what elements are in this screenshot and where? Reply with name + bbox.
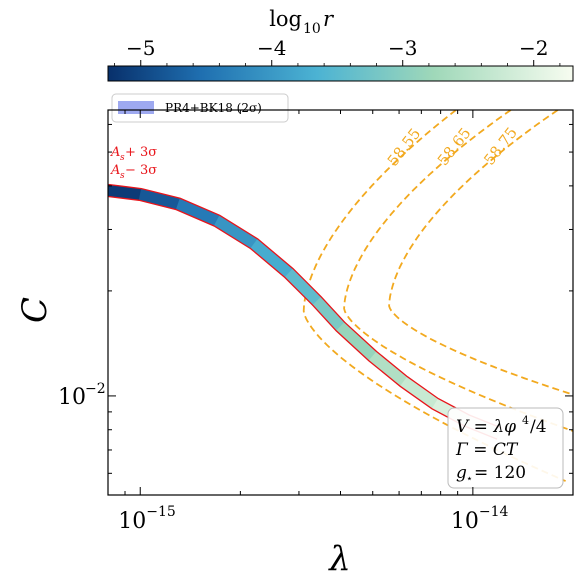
svg-text:A: A: [110, 163, 120, 178]
svg-text:+ 3σ: + 3σ: [125, 145, 157, 160]
colorbar-tick-label: −5: [126, 36, 155, 60]
x-axis-ticks: 10 −15 10 −14: [107, 110, 574, 534]
as-upper-label: A s + 3σ: [110, 145, 157, 163]
ns-contour-label: 0.9740: [232, 0, 291, 5]
as-upper-edge: [108, 195, 498, 440]
x-tick-label: 10: [451, 509, 479, 534]
annotation-box: V = λφ 4 /4 Γ = CT g ⋆ = 120: [447, 407, 564, 489]
colorbar: [107, 65, 574, 82]
y-axis-ticks: 10 −2: [58, 123, 573, 474]
colorbar-label-var: r: [323, 7, 335, 31]
svg-text:Γ = CT: Γ = CT: [455, 440, 519, 460]
ns-contour-label: 0.9706: [208, 0, 267, 5]
y-tick-label: 10: [58, 385, 86, 410]
ns-contour-label: 0.9740: [232, 0, 291, 5]
y-axis-label: C: [15, 297, 55, 323]
svg-text:s: s: [120, 153, 125, 163]
colorbar-tick-label: −3: [388, 36, 417, 60]
svg-text:4: 4: [522, 414, 529, 427]
colorbar-label-prefix: log: [269, 7, 302, 31]
colorbar-tick-label: −4: [257, 36, 286, 60]
svg-text:− 3σ: − 3σ: [125, 163, 157, 178]
svg-text:/4: /4: [530, 417, 547, 437]
x-tick-label-exp: −15: [146, 504, 176, 520]
legend-label: PR4+BK18 (2σ): [165, 101, 262, 115]
svg-text:⋆: ⋆: [466, 472, 473, 485]
colorbar-label-sub: 10: [303, 21, 321, 37]
ns-contour-label: 0.9720: [208, 0, 267, 5]
legend-swatch: [118, 101, 154, 114]
x-axis-label: λ: [327, 539, 351, 579]
svg-text:A: A: [110, 145, 120, 160]
svg-text:g: g: [456, 463, 467, 483]
ns-contour-label: 0.9720: [208, 0, 267, 5]
efold-contour-line: [388, 110, 573, 396]
efold-contour-line: [343, 110, 573, 432]
x-tick-label: 10: [118, 509, 146, 534]
legend: PR4+BK18 (2σ): [111, 93, 289, 123]
efold-contours: [302, 110, 573, 482]
efold-contour-line: [302, 110, 566, 482]
y-tick-label-exp: −2: [85, 381, 106, 397]
svg-text:V = λφ: V = λφ: [456, 417, 516, 437]
as-lower-label: A s − 3σ: [110, 163, 157, 181]
as-lower-edge: [108, 183, 502, 429]
ns-contour-label: 0.9706: [208, 0, 267, 5]
colorbar-tick-label: −2: [519, 36, 548, 60]
ns-contour-labels: 0.97400.97200.97060.97060.97200.9740: [208, 0, 291, 5]
svg-text:s: s: [120, 171, 125, 181]
colorbar-ticks: −5 −4 −3 −2: [114, 36, 561, 66]
svg-text:= 120: = 120: [474, 463, 526, 483]
x-tick-label-exp: −14: [479, 504, 509, 520]
